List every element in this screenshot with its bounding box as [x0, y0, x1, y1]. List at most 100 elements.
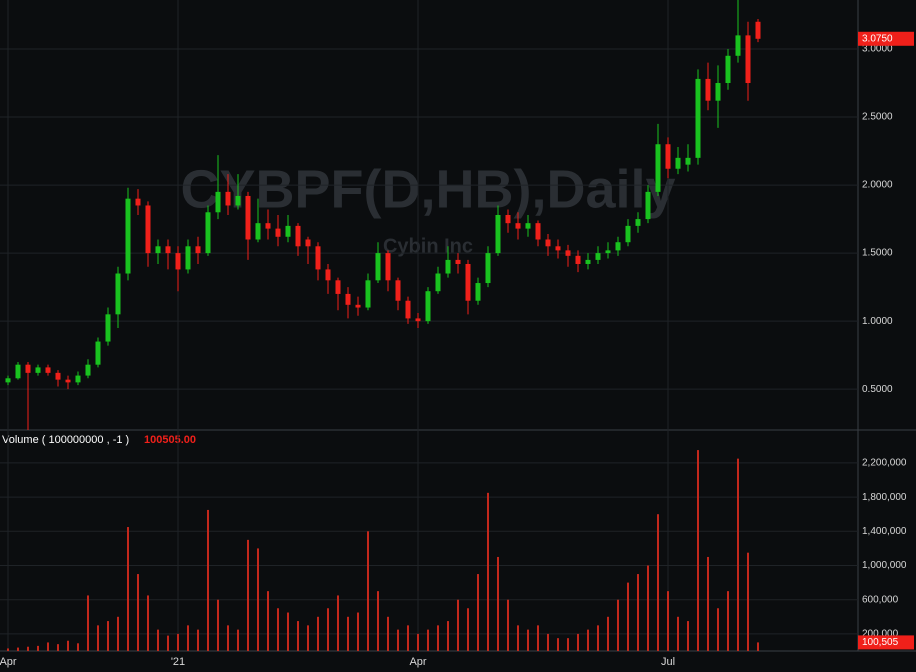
candle-body [385, 253, 391, 281]
volume-bar [87, 595, 89, 651]
volume-bar [257, 548, 259, 651]
volume-bar [587, 629, 589, 651]
volume-bar [367, 531, 369, 651]
y-tick-label: 600,000 [862, 594, 899, 605]
last-value-tag [858, 31, 914, 46]
volume-bar [337, 595, 339, 651]
candle-body [655, 144, 661, 192]
candle-body [255, 223, 261, 240]
volume-bar [477, 574, 479, 651]
volume-bar [637, 574, 639, 651]
candle-body [395, 280, 401, 301]
volume-bar [277, 608, 279, 651]
volume-bar [377, 591, 379, 651]
y-tick-label: 1.0000 [862, 316, 893, 327]
volume-bar [197, 629, 199, 651]
candle-body [225, 191, 231, 206]
volume-bar [437, 625, 439, 651]
candle-body [105, 314, 111, 342]
volume-bar [427, 629, 429, 651]
candle-body [285, 225, 291, 237]
volume-bar [397, 629, 399, 651]
candle-body [605, 250, 611, 254]
candle-body [425, 291, 431, 322]
candle-body [305, 239, 311, 247]
volume-bar [707, 556, 709, 651]
x-tick-label: '21 [171, 656, 185, 668]
candle-body [545, 239, 551, 247]
candle-body [5, 378, 11, 383]
volume-bar [697, 450, 699, 651]
volume-bar [597, 625, 599, 651]
y-tick-label: 1,000,000 [862, 560, 907, 571]
volume-bar [617, 599, 619, 651]
volume-bar [327, 608, 329, 651]
candle-body [435, 273, 441, 292]
candle-body [475, 283, 481, 301]
volume-legend-value: 100505.00 [144, 434, 196, 446]
candle-body [455, 259, 461, 264]
candle-body [725, 55, 731, 84]
candle-body [195, 246, 201, 254]
volume-bar [117, 616, 119, 651]
volume-bar [347, 616, 349, 651]
volume-bar [557, 638, 559, 651]
candle-body [315, 246, 321, 270]
volume-bar [17, 647, 19, 651]
candle-body [55, 372, 61, 380]
candle-body [445, 259, 451, 274]
volume-bar [657, 514, 659, 651]
y-tick-label: 1,800,000 [862, 492, 907, 503]
candle-body [165, 246, 171, 254]
volume-bar [727, 591, 729, 651]
candle-body [525, 223, 531, 229]
volume-bar [7, 648, 9, 651]
candle-body [95, 341, 101, 365]
volume-bar [627, 582, 629, 651]
volume-bar [307, 625, 309, 651]
candle-body [375, 253, 381, 281]
volume-bar [27, 646, 29, 651]
volume-bar [177, 633, 179, 651]
volume-bar [577, 633, 579, 651]
candle-body [585, 259, 591, 264]
candle-body [35, 367, 41, 373]
volume-bar [757, 642, 759, 651]
x-tick-label: Apr [0, 656, 17, 668]
candle-body [365, 280, 371, 308]
volume-bar [167, 635, 169, 651]
y-tick-label: 1.5000 [862, 248, 893, 259]
candle-body [75, 375, 81, 383]
y-tick-label: 1,400,000 [862, 526, 907, 537]
candle-body [25, 364, 31, 373]
candle-body [575, 255, 581, 264]
last-value-label: 3.0750 [862, 33, 893, 44]
volume-bar [607, 616, 609, 651]
candle-body [15, 364, 21, 379]
volume-bar [497, 556, 499, 651]
volume-bar [467, 608, 469, 651]
candle-body [155, 246, 161, 254]
candle-body [755, 21, 761, 39]
volume-bar [317, 616, 319, 651]
volume-bar [507, 599, 509, 651]
candle-body [145, 205, 151, 254]
candle-body [65, 379, 71, 383]
volume-bar [647, 565, 649, 651]
volume-bar [57, 644, 59, 651]
volume-bar [417, 633, 419, 651]
candle-body [125, 198, 131, 274]
candle-body [85, 364, 91, 376]
y-tick-label: 2.0000 [862, 180, 893, 191]
candle-body [615, 242, 621, 251]
candle-body [735, 35, 741, 56]
volume-bar [227, 625, 229, 651]
volume-bar [387, 616, 389, 651]
y-tick-label: 3.0000 [862, 44, 893, 55]
volume-bar [207, 509, 209, 651]
y-tick-label: 0.5000 [862, 384, 893, 395]
volume-bar [267, 591, 269, 651]
volume-bar [447, 621, 449, 651]
candle-body [215, 191, 221, 213]
